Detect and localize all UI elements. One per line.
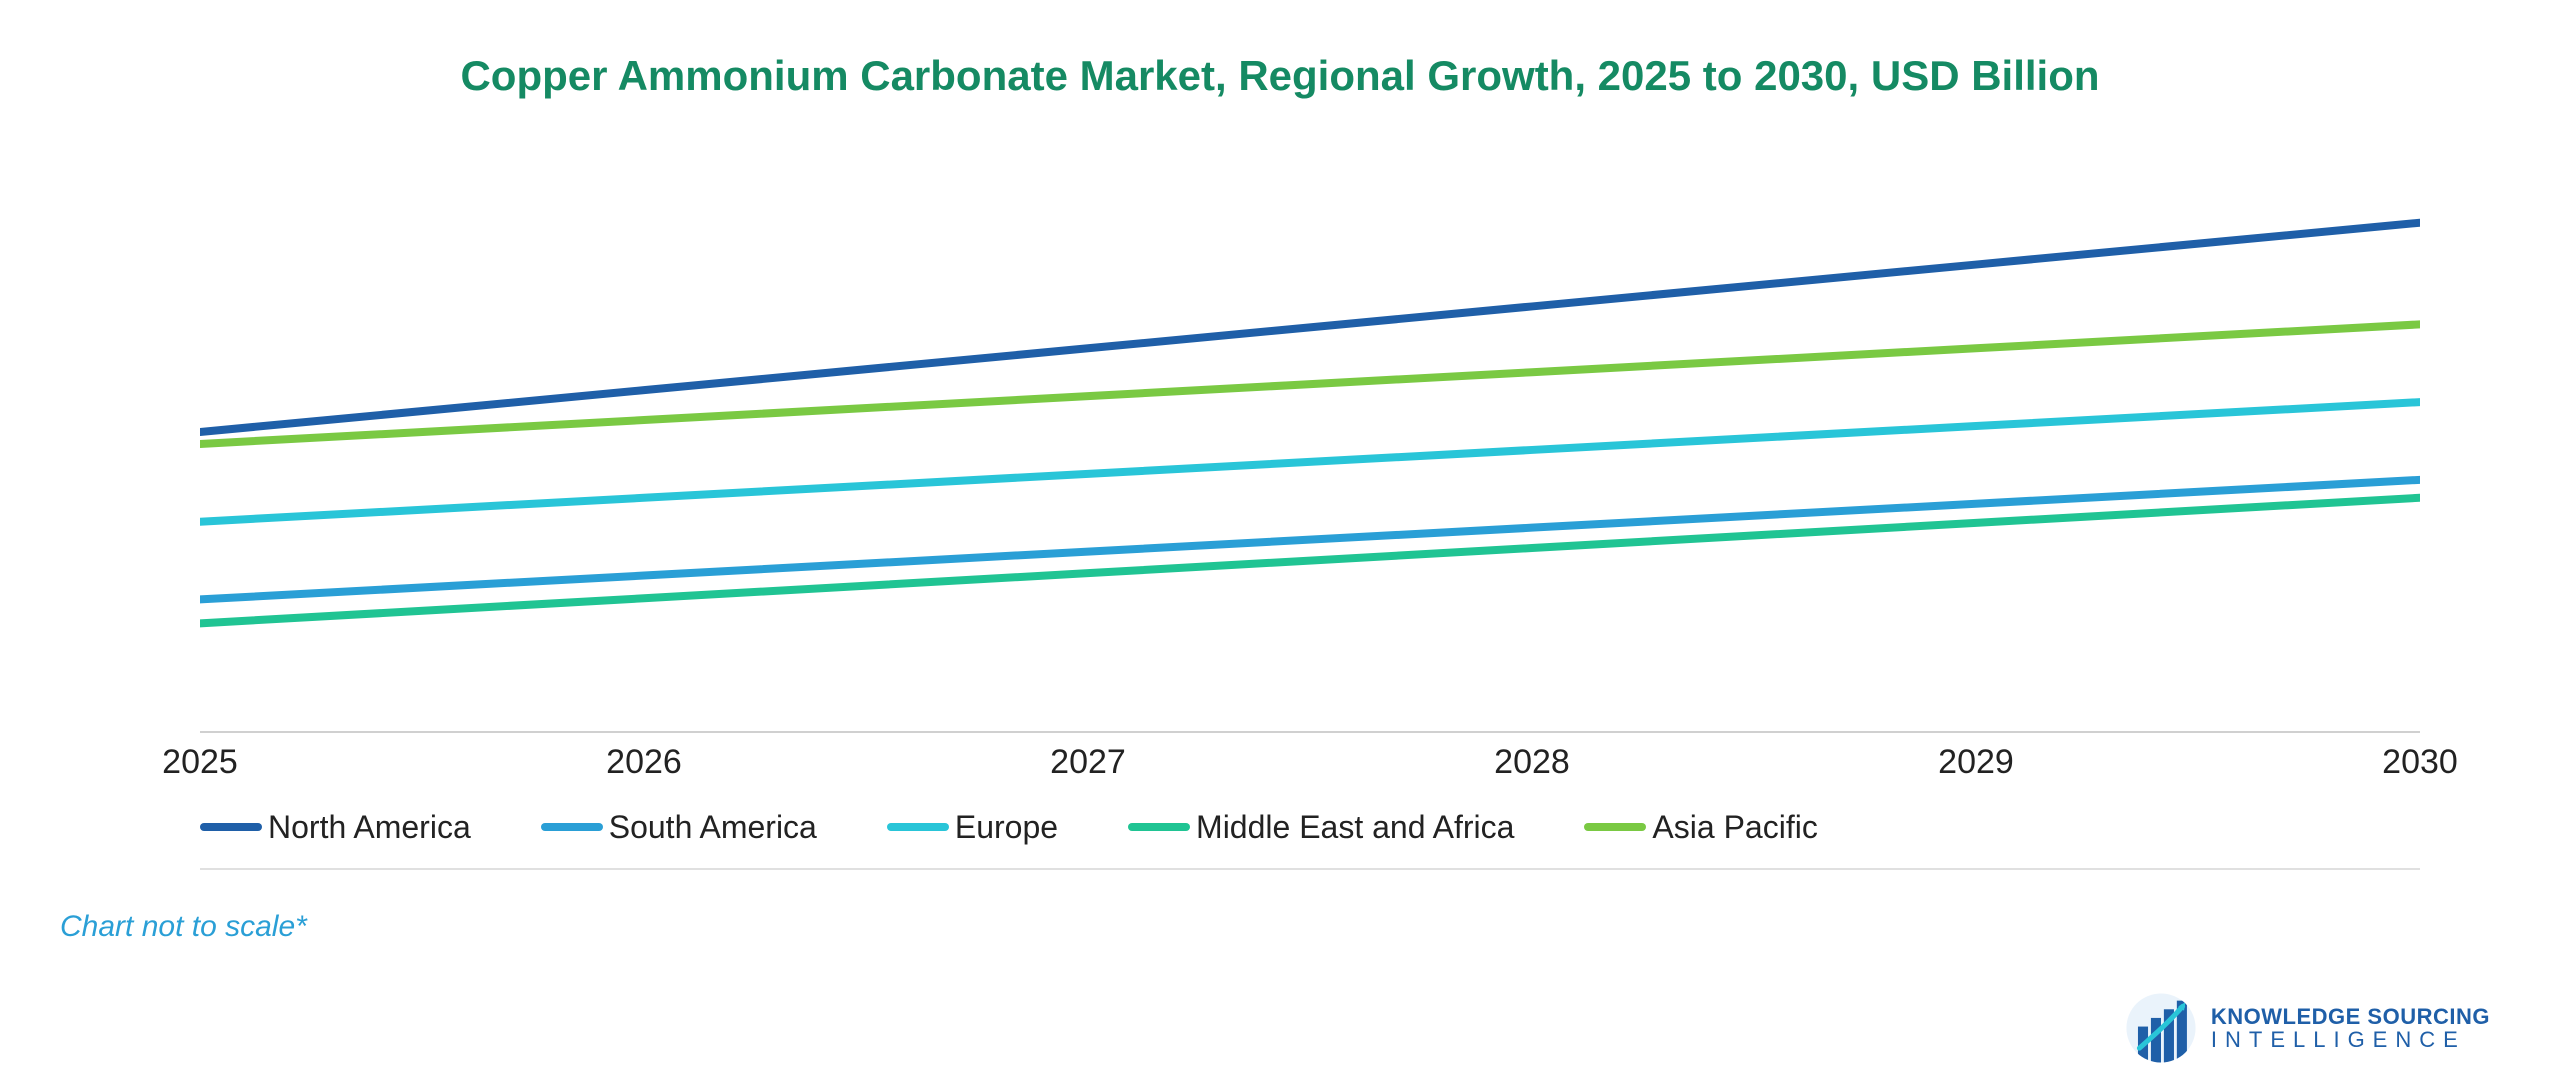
x-tick-label: 2027 [1050,743,1126,782]
brand-icon [2125,992,2197,1064]
x-tick-label: 2025 [162,743,238,782]
series-line [200,497,2420,623]
legend-label: North America [268,809,471,846]
legend-item: Middle East and Africa [1128,809,1514,846]
legend-label: South America [609,809,817,846]
legend-label: Asia Pacific [1652,809,1817,846]
brand-line-2: INTELLIGENCE [2211,1028,2490,1051]
legend-label: Europe [955,809,1058,846]
plot-area [200,133,2420,733]
legend-item: South America [541,809,817,846]
legend-swatch [200,823,262,831]
legend: North America South America Europe Middle E… [200,809,2420,870]
brand-text: KNOWLEDGE SOURCING INTELLIGENCE [2211,1005,2490,1051]
chart-container: Copper Ammonium Carbonate Market, Region… [0,0,2560,1090]
x-tick-label: 2026 [606,743,682,782]
legend-item: Asia Pacific [1584,809,1817,846]
x-axis: 202520262027202820292030 [200,743,2420,801]
x-tick-label: 2030 [2382,743,2458,782]
legend-swatch [1584,823,1646,831]
brand-line-1: KNOWLEDGE SOURCING [2211,1005,2490,1028]
legend-item: Europe [887,809,1058,846]
footnote: Chart not to scale* [60,910,2520,944]
series-line [200,324,2420,444]
legend-item: North America [200,809,471,846]
chart-title: Copper Ammonium Carbonate Market, Region… [280,50,2280,103]
series-line [200,222,2420,431]
line-chart-svg [200,133,2420,731]
legend-label: Middle East and Africa [1196,809,1514,846]
x-tick-label: 2029 [1938,743,2014,782]
x-tick-label: 2028 [1494,743,1570,782]
series-line [200,402,2420,522]
legend-swatch [1128,823,1190,831]
legend-swatch [887,823,949,831]
legend-swatch [541,823,603,831]
brand-logo-block: KNOWLEDGE SOURCING INTELLIGENCE [2125,992,2490,1064]
series-line [200,479,2420,599]
